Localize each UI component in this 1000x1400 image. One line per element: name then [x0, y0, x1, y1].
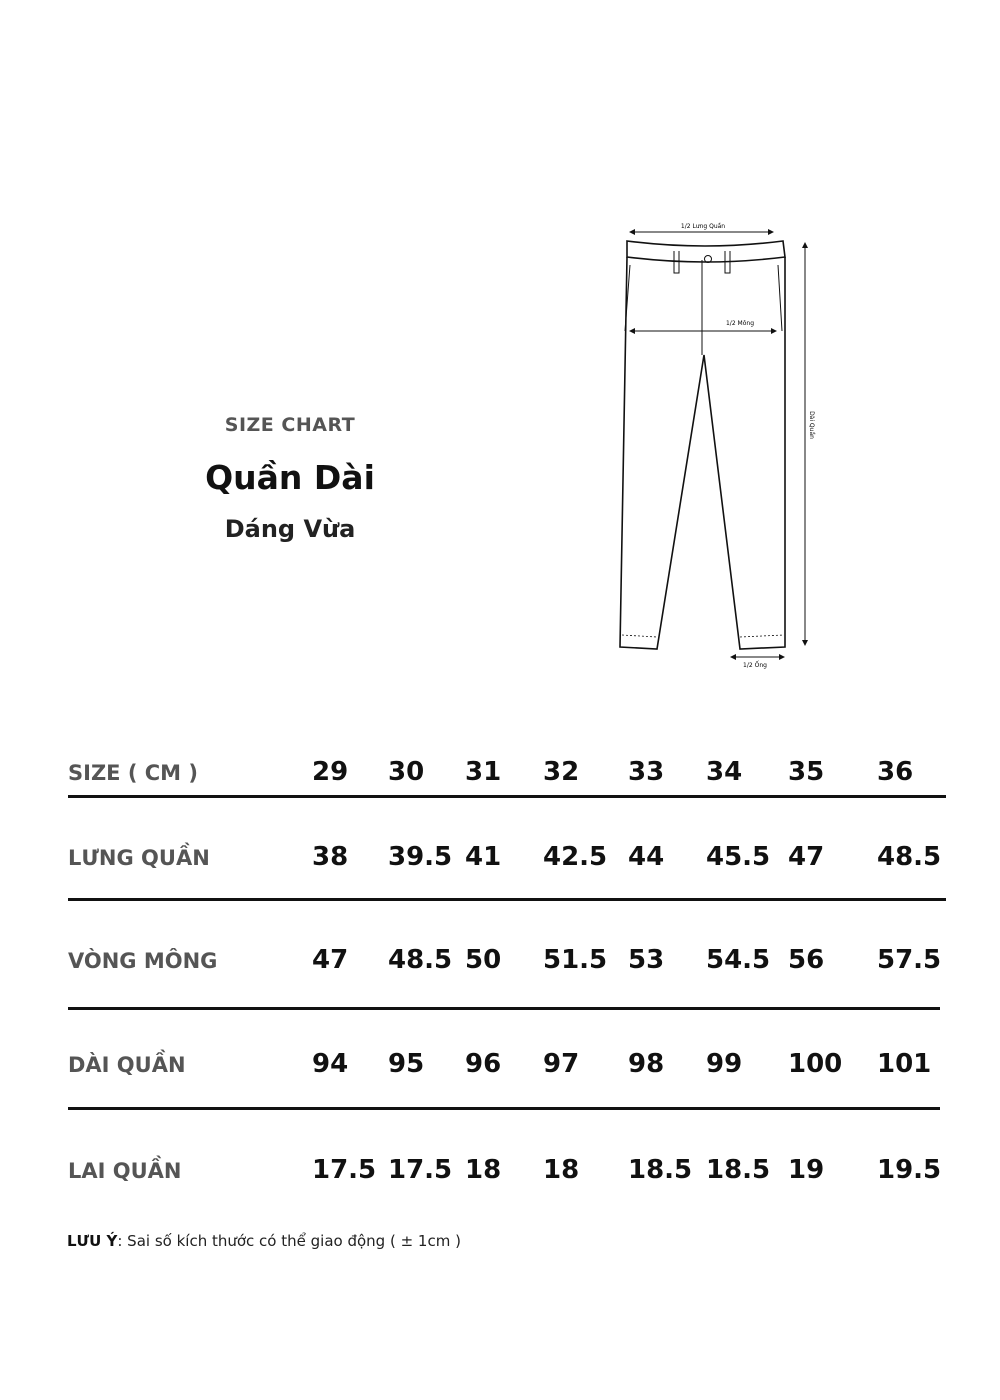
size-cell: 34 [706, 757, 743, 787]
note-label: LƯU Ý [67, 1232, 118, 1250]
note: LƯU Ý: Sai số kích thước có thể giao độn… [67, 1232, 461, 1250]
table-divider [68, 898, 946, 901]
value-cell: 18.5 [628, 1155, 693, 1185]
value-cell: 53 [628, 945, 665, 975]
table-divider [68, 795, 946, 798]
value-cell: 95 [388, 1049, 425, 1079]
value-cell: 50 [465, 945, 502, 975]
value-cell: 48.5 [388, 945, 453, 975]
table-divider [68, 1107, 940, 1110]
button-icon [704, 255, 712, 263]
value-cell: 96 [465, 1049, 502, 1079]
value-cell: 101 [877, 1049, 932, 1079]
value-cell: 47 [788, 842, 825, 872]
row-label: DÀI QUẦN [68, 1053, 186, 1077]
value-cell: 17.5 [312, 1155, 377, 1185]
row-label: LAI QUẦN [68, 1159, 182, 1183]
size-cell: 30 [388, 757, 425, 787]
value-cell: 98 [628, 1049, 665, 1079]
value-cell: 38 [312, 842, 349, 872]
size-cell: 29 [312, 757, 349, 787]
hem-label: 1/2 Ống [743, 661, 767, 669]
note-text: : Sai số kích thước có thể giao động ( ±… [117, 1232, 461, 1250]
waist-label: 1/2 Lưng Quần [681, 222, 725, 230]
value-cell: 44 [628, 842, 665, 872]
size-cell: 31 [465, 757, 502, 787]
value-cell: 57.5 [877, 945, 942, 975]
row-label: VÒNG MÔNG [68, 949, 218, 973]
fit-label: Dáng Vừa [224, 515, 356, 543]
value-cell: 41 [465, 842, 502, 872]
value-cell: 94 [312, 1049, 349, 1079]
value-cell: 18 [465, 1155, 502, 1185]
value-cell: 48.5 [877, 842, 942, 872]
row-label: LƯNG QUẦN [68, 846, 210, 870]
hip-label: 1/2 Mông [726, 320, 754, 327]
value-cell: 18 [543, 1155, 580, 1185]
size-chart-label: SIZE CHART [224, 414, 356, 436]
size-cell: 33 [628, 757, 665, 787]
value-cell: 39.5 [388, 842, 453, 872]
value-cell: 19 [788, 1155, 825, 1185]
value-cell: 17.5 [388, 1155, 453, 1185]
table-divider [68, 1007, 940, 1010]
pants-outline [619, 240, 786, 650]
pants-diagram: 1/2 Lưng Quần 1/2 Mông Dài Quần 1/2 Ống [619, 222, 816, 669]
value-cell: 51.5 [543, 945, 608, 975]
value-cell: 99 [706, 1049, 743, 1079]
value-cell: 97 [543, 1049, 580, 1079]
value-cell: 54.5 [706, 945, 771, 975]
value-cell: 45.5 [706, 842, 771, 872]
table-header-label: SIZE ( CM ) [68, 761, 198, 785]
value-cell: 19.5 [877, 1155, 942, 1185]
value-cell: 42.5 [543, 842, 608, 872]
value-cell: 100 [788, 1049, 843, 1079]
value-cell: 18.5 [706, 1155, 771, 1185]
size-cell: 36 [877, 757, 914, 787]
length-label: Dài Quần [808, 411, 816, 439]
value-cell: 47 [312, 945, 349, 975]
product-title: Quần Dài [205, 458, 375, 497]
value-cell: 56 [788, 945, 825, 975]
size-cell: 35 [788, 757, 825, 787]
size-cell: 32 [543, 757, 580, 787]
